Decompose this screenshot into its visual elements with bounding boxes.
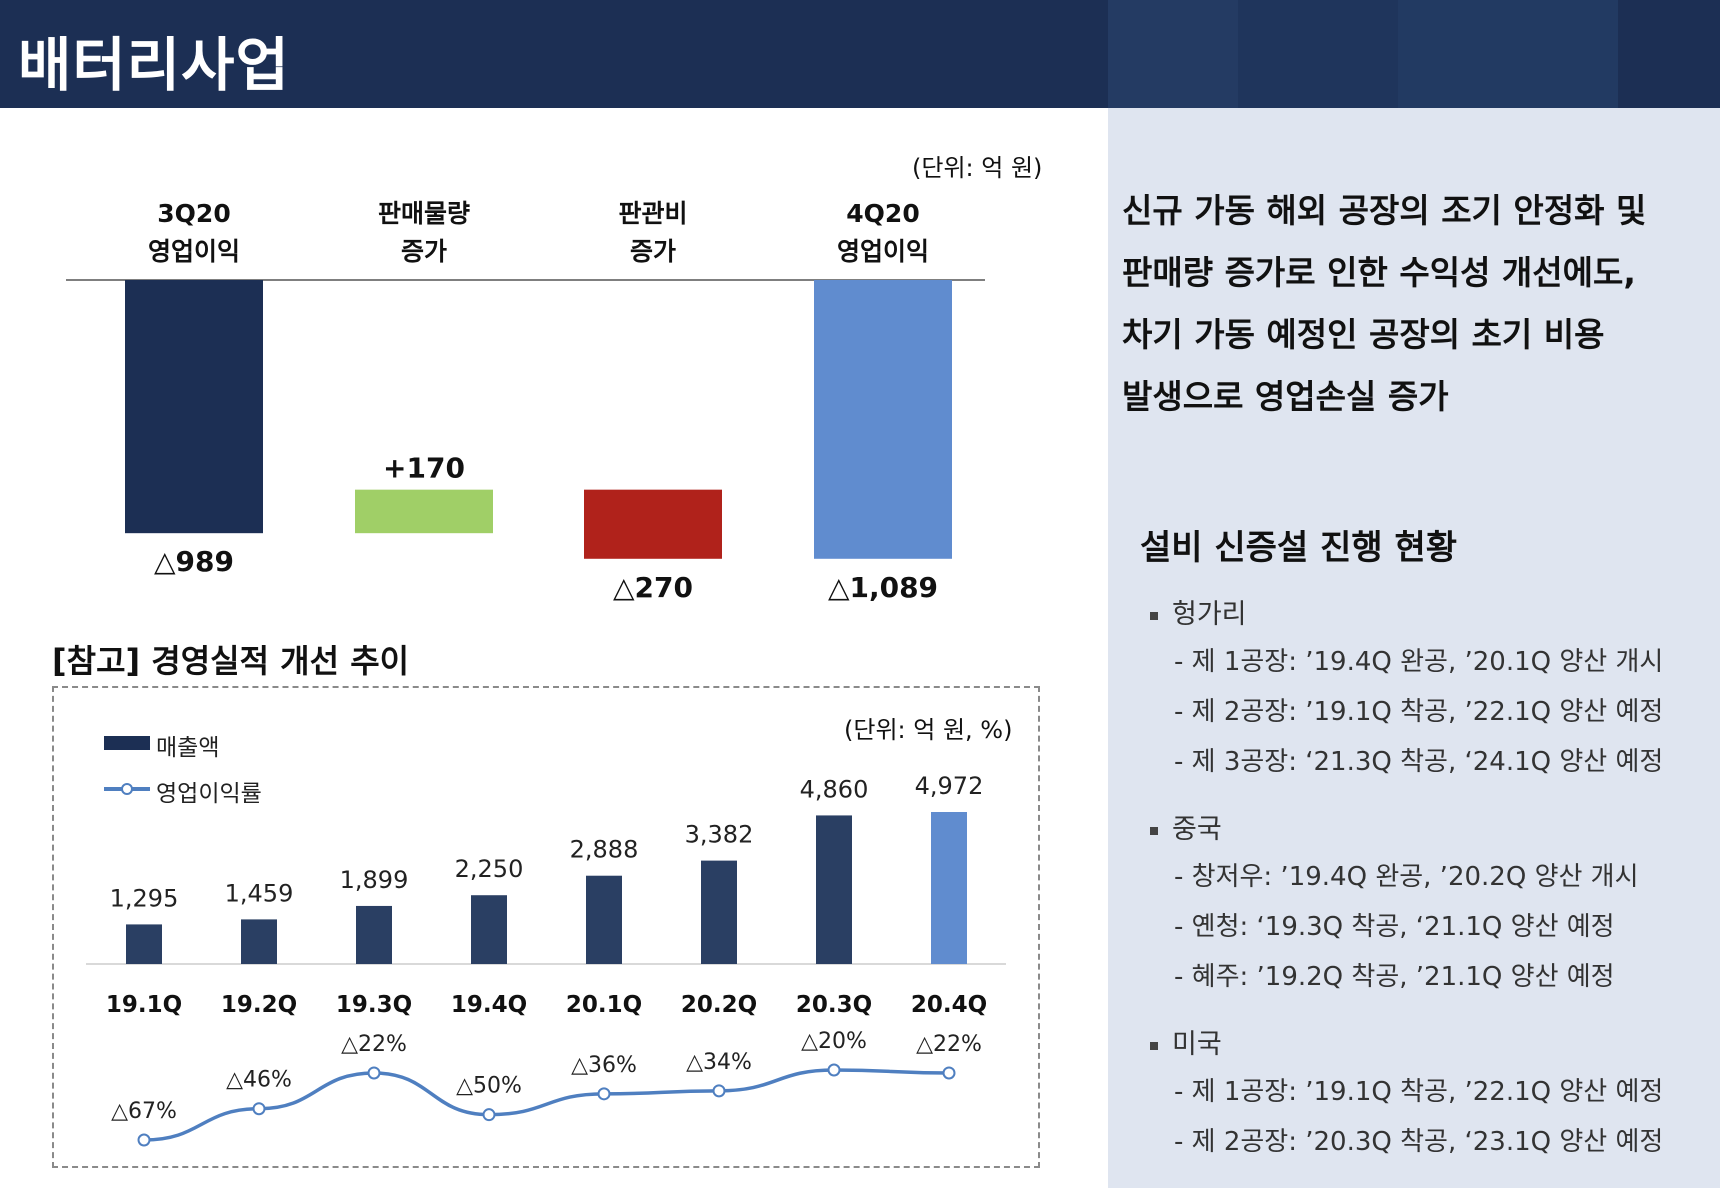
- facility-item: - 제 1공장: ’19.1Q 착공, ’22.1Q 양산 예정: [1174, 1077, 1664, 1107]
- quarter-tick-label: 20.2Q: [681, 992, 757, 1018]
- revenue-value-label: 1,899: [340, 866, 409, 894]
- reference-unit: (단위: 억 원, %): [844, 716, 1013, 744]
- region-name: 헝가리: [1172, 599, 1247, 630]
- quarter-tick-label: 20.4Q: [911, 992, 987, 1018]
- revenue-bar: [586, 875, 622, 964]
- margin-point: [252, 1102, 266, 1116]
- page-title: 배터리사업: [18, 31, 290, 99]
- revenue-bar: [816, 815, 852, 964]
- facility-list: 헝가리 - 제 1공장: ’19.4Q 완공, ’20.1Q 양산 개시 - 제…: [1150, 592, 1710, 1167]
- waterfall-value-label: +170: [383, 452, 465, 485]
- margin-value-label: △34%: [686, 1050, 752, 1075]
- margin-point: [827, 1063, 841, 1077]
- revenue-value-label: 3,382: [685, 821, 754, 849]
- region-name: 미국: [1172, 1029, 1222, 1060]
- margin-point: [367, 1066, 381, 1080]
- legend-bar-swatch-icon: [104, 736, 150, 750]
- header-decor-block: [1108, 0, 1238, 108]
- facility-item: - 옌청: ‘19.3Q 착공, ‘21.1Q 양산 예정: [1174, 912, 1615, 942]
- margin-value-label: △22%: [341, 1032, 407, 1057]
- quarter-tick-label: 19.3Q: [336, 992, 412, 1018]
- facility-item: - 제 1공장: ’19.4Q 완공, ’20.1Q 양산 개시: [1174, 647, 1664, 677]
- waterfall-category-label: 영업이익: [837, 237, 929, 266]
- header-bar: 배터리사업: [0, 0, 1720, 108]
- revenue-bar: [241, 919, 277, 964]
- waterfall-category-label: 증가: [401, 237, 447, 266]
- legend-line-swatch-icon: [104, 783, 150, 795]
- margin-point: [942, 1066, 956, 1080]
- bullet-square-icon: [1150, 826, 1158, 835]
- margin-value-label: △36%: [571, 1053, 637, 1078]
- bullet-square-icon: [1150, 611, 1158, 620]
- quarter-tick-label: 19.4Q: [451, 992, 527, 1018]
- quarter-tick-label: 19.1Q: [106, 992, 182, 1018]
- margin-value-label: △67%: [111, 1099, 177, 1124]
- header-decor-block: [1398, 0, 1618, 108]
- waterfall-value-label: △989: [154, 545, 234, 578]
- revenue-value-label: 4,860: [800, 775, 869, 803]
- margin-point: [482, 1108, 496, 1122]
- margin-point: [137, 1133, 151, 1147]
- waterfall-category-label: 증가: [630, 237, 676, 266]
- reference-chart-frame: [52, 686, 1040, 1168]
- summary-line: 신규 가동 해외 공장의 조기 안정화 및: [1122, 191, 1647, 230]
- reference-title: [참고] 경영실적 개선 추이: [52, 642, 410, 680]
- quarter-tick-label: 19.2Q: [221, 992, 297, 1018]
- facility-item: - 제 3공장: ‘21.3Q 착공, ‘24.1Q 양산 예정: [1174, 747, 1664, 777]
- revenue-bar: [471, 895, 507, 964]
- bullet-square-icon: [1150, 1041, 1158, 1050]
- revenue-value-label: 2,250: [455, 855, 524, 883]
- margin-value-label: △50%: [456, 1074, 522, 1099]
- waterfall-value-label: △270: [613, 571, 693, 604]
- header-decor-block: [1238, 0, 1398, 108]
- summary-line: 차기 가동 예정인 공장의 초기 비용: [1122, 315, 1605, 354]
- waterfall-category-label: 3Q20: [157, 199, 230, 228]
- waterfall-bar: [814, 280, 952, 559]
- margin-point: [712, 1084, 726, 1098]
- revenue-value-label: 2,888: [570, 836, 639, 864]
- facility-item: - 창저우: ’19.4Q 완공, ’20.2Q 양산 개시: [1174, 862, 1639, 892]
- quarter-tick-label: 20.1Q: [566, 992, 642, 1018]
- margin-point: [597, 1087, 611, 1101]
- waterfall-bar: [355, 489, 493, 534]
- margin-value-label: △20%: [801, 1029, 867, 1054]
- summary-line: 판매량 증가로 인한 수익성 개선에도,: [1122, 253, 1636, 292]
- revenue-bar: [356, 905, 392, 964]
- summary-line: 발생으로 영업손실 증가: [1122, 377, 1449, 416]
- waterfall-category-label: 판관비: [618, 199, 687, 228]
- waterfall-category-label: 판매물량: [378, 199, 470, 228]
- legend-revenue: 매출액: [156, 735, 220, 761]
- summary-text: 신규 가동 해외 공장의 조기 안정화 및 판매량 증가로 인한 수익성 개선에…: [1122, 180, 1712, 428]
- facility-section-title: 설비 신증설 진행 현황: [1140, 528, 1458, 568]
- waterfall-unit: (단위: 억 원): [912, 154, 1043, 182]
- region-hungary: 헝가리: [1150, 592, 1710, 631]
- waterfall-bar: [584, 489, 722, 559]
- quarter-tick-label: 20.3Q: [796, 992, 872, 1018]
- margin-value-label: △22%: [916, 1032, 982, 1057]
- waterfall-category-label: 영업이익: [148, 237, 240, 266]
- revenue-bar: [931, 812, 967, 964]
- legend-margin: 영업이익률: [156, 781, 262, 807]
- revenue-bar: [126, 924, 162, 964]
- region-usa: 미국: [1150, 1022, 1710, 1061]
- waterfall-category-label: 4Q20: [846, 199, 919, 228]
- margin-value-label: △46%: [226, 1068, 292, 1093]
- revenue-value-label: 1,459: [225, 879, 294, 907]
- revenue-value-label: 4,972: [915, 772, 984, 800]
- region-name: 중국: [1172, 814, 1222, 845]
- revenue-bar: [701, 860, 737, 964]
- waterfall-value-label: △1,089: [828, 571, 938, 604]
- waterfall-bar: [125, 280, 263, 534]
- facility-item: - 혜주: ’19.2Q 착공, ’21.1Q 양산 예정: [1174, 962, 1615, 992]
- revenue-value-label: 1,295: [110, 884, 179, 912]
- facility-item: - 제 2공장: ’20.3Q 착공, ‘23.1Q 양산 예정: [1174, 1127, 1664, 1157]
- facility-item: - 제 2공장: ’19.1Q 착공, ’22.1Q 양산 예정: [1174, 697, 1664, 727]
- right-panel: [1108, 108, 1720, 1188]
- reference-chart: 1,295 19.1Q 1,459 19.2Q 1,899 19.3Q 2,250 19.4Q…: [86, 772, 1006, 1147]
- region-china: 중국: [1150, 807, 1710, 846]
